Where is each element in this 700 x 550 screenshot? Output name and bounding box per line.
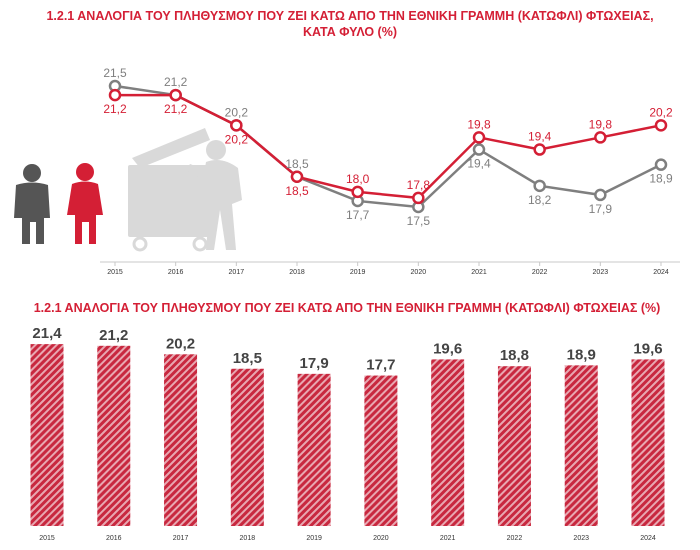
bar-chart-title: 1.2.1 ΑΝΑΛΟΓΙΑ ΤΟΥ ΠΛΗΘΥΣΜΟΥ ΠΟΥ ΖΕΙ ΚΑΤ… [33,301,661,315]
x-tick-label-2019: 2019 [350,269,366,276]
series-1-point-2021 [472,131,486,144]
data-labels: 21,5 21,2 20,2 18,5 17,7 17,5 19,4 18,2 17,9 18,9… [103,66,673,228]
series-0-label-2020: 17,5 [407,214,431,228]
x-tick-label-2018: 2018 [289,269,305,276]
woman-figure-icon [67,163,103,244]
bars [30,344,665,526]
dumpster-illustration-icon [128,128,242,252]
bar-x-label-2019: 2019 [306,535,322,542]
series-1-line [115,93,662,200]
series-1-label-2016: 21,2 [164,102,188,116]
bar-x-label-2015: 2015 [39,535,55,542]
series-1-point-2018 [290,170,304,183]
bar-value-2016: 21,2 [99,327,128,344]
series-1-point-2023 [594,131,607,144]
bar-2018 [230,368,264,526]
series-1-point-2017 [230,119,243,132]
line-chart-title-line1: 1.2.1 ΑΝΑΛΟΓΙΑ ΤΟΥ ΠΛΗΘΥΣΜΟΥ ΠΟΥ ΖΕΙ ΚΑΤ… [46,9,654,23]
bar-x-label-2020: 2020 [373,535,389,542]
series-0-label-2023: 17,9 [589,202,613,216]
bar-value-labels: 21,4 21,2 20,2 18,5 17,9 17,7 19,6 18,8 18,9 19,6 [32,325,662,373]
line-chart: 21,5 21,2 20,2 18,5 17,7 17,5 19,4 18,2 17,9 18,9… [14,66,680,276]
bar-value-2023: 18,9 [567,346,596,363]
series-0-label-2021: 19,4 [467,157,491,171]
series-1-label-2021: 19,8 [467,117,491,131]
series-lines [114,84,662,209]
series-1-point-2015 [108,88,122,102]
bar-value-2019: 17,9 [300,355,329,372]
series-1-label-2015: 21,2 [103,102,127,116]
series-0-point-2022 [533,179,546,193]
x-tick-label-2022: 2022 [532,269,548,276]
series-points [108,79,668,214]
series-1-label-2024: 20,2 [649,105,673,119]
line-chart-title: 1.2.1 ΑΝΑΛΟΓΙΑ ΤΟΥ ΠΛΗΘΥΣΜΟΥ ΠΟΥ ΖΕΙ ΚΑΤ… [0,8,700,40]
series-0-point-2024 [654,158,668,171]
x-tick-label-2024: 2024 [653,269,669,276]
bar-value-2021: 19,6 [433,340,462,357]
bar-x-label-2023: 2023 [573,535,589,542]
bar-2020 [364,375,398,526]
series-0-label-2015: 21,5 [103,66,127,80]
series-1-label-2023: 19,8 [589,117,613,131]
bar-value-2018: 18,5 [233,350,262,367]
x-tick-label-2016: 2016 [168,269,184,276]
series-0-label-2022: 18,2 [528,193,552,207]
bar-2023 [564,365,598,526]
series-0-label-2019: 17,7 [346,208,370,222]
x-tick-labels: 2015 2016 2017 2018 2019 2020 2021 2022 2023 2024 [39,535,656,542]
series-0-point-2021 [472,143,486,156]
series-1-label-2020: 17,8 [407,178,431,192]
x-tick-label-2020: 2020 [411,269,427,276]
x-tick-label-2015: 2015 [107,269,123,276]
x-tick-label-2021: 2021 [471,269,487,276]
bar-x-label-2017: 2017 [173,535,189,542]
series-0-point-2023 [594,188,607,202]
line-chart-title-line2: ΚΑΤΑ ΦΥΛΟ (%) [303,25,397,39]
series-1-label-2022: 19,4 [528,130,552,144]
series-1-point-2020 [412,191,425,205]
series-1-label-2019: 18,0 [346,172,370,186]
bar-value-2020: 17,7 [366,357,395,374]
bar-x-label-2022: 2022 [507,535,523,542]
series-1-label-2018: 18,5 [285,184,309,198]
bar-2021 [431,359,465,526]
x-tick-label-2023: 2023 [593,269,609,276]
x-tick-label-2017: 2017 [229,269,245,276]
bar-value-2024: 19,6 [633,340,662,357]
series-1-point-2016 [169,88,182,102]
series-0-label-2018: 18,5 [285,157,309,171]
bar-2017 [164,354,198,526]
x-axis-ticks [114,262,662,266]
bar-x-label-2018: 2018 [240,535,256,542]
x-tick-labels: 2015 2016 2017 2018 2019 2020 2021 2022 2023 2024 [107,269,669,276]
series-0-label-2017: 20,2 [225,105,249,119]
bar-x-label-2016: 2016 [106,535,122,542]
bar-2016 [97,345,131,526]
bar-x-label-2024: 2024 [640,535,656,542]
series-1-label-2017: 20,2 [225,132,249,146]
series-0-label-2024: 18,9 [649,172,673,186]
bar-x-label-2021: 2021 [440,535,456,542]
bar-value-2017: 20,2 [166,335,195,352]
bar-2022 [497,366,531,526]
bar-value-2015: 21,4 [32,325,62,342]
series-1-point-2019 [351,185,364,199]
series-1-point-2024 [654,119,668,132]
bar-2024 [631,359,665,526]
bar-value-2022: 18,8 [500,347,529,364]
bar-2019 [297,373,331,526]
man-figure-icon [14,164,50,244]
series-0-label-2016: 21,2 [164,75,188,89]
series-1-point-2022 [533,143,546,156]
bar-2015 [30,344,64,526]
